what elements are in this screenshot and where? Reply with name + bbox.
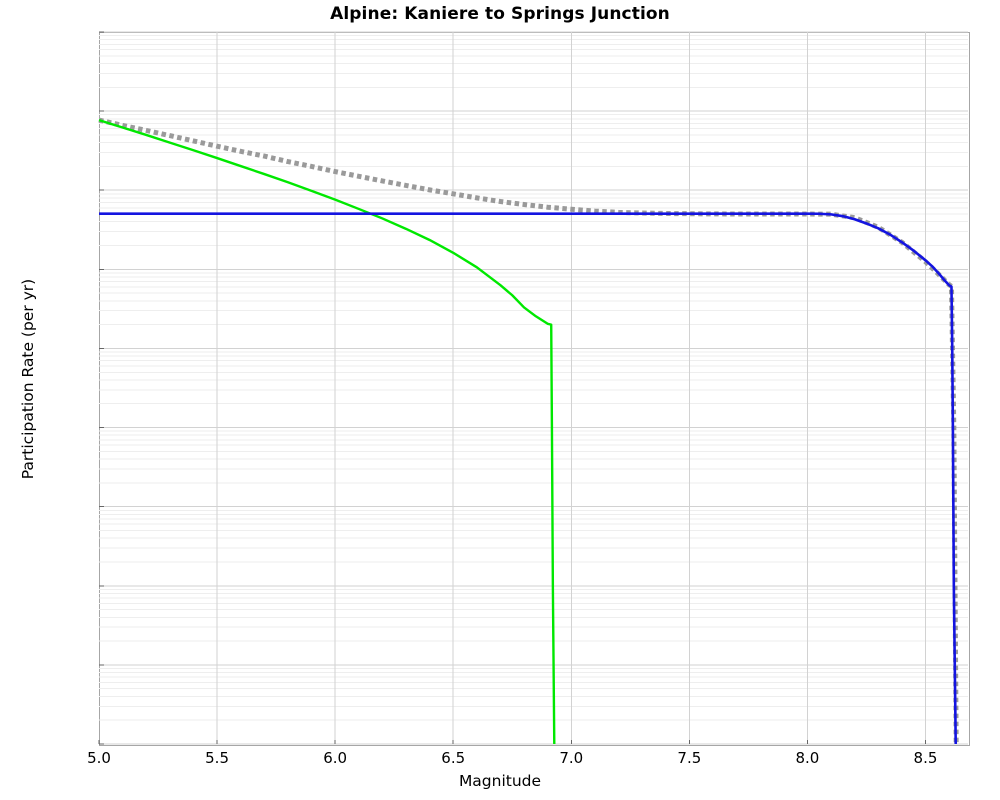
x-tick-label: 7.5 [677,749,702,767]
plot-area [99,32,970,746]
x-tick-label: 8.0 [795,749,820,767]
x-tick-label: 5.0 [87,749,111,767]
x-tick-label: 7.0 [559,749,584,767]
x-tick-label: 8.5 [913,749,938,767]
x-tick-label: 6.5 [441,749,466,767]
y-axis-label: Participation Rate (per yr) [19,278,37,480]
chart-title: Alpine: Kaniere to Springs Junction [330,4,670,24]
x-tick-label: 5.5 [205,749,229,767]
x-tick-label: 6.0 [323,749,348,767]
x-axis-label: Magnitude [458,772,542,790]
